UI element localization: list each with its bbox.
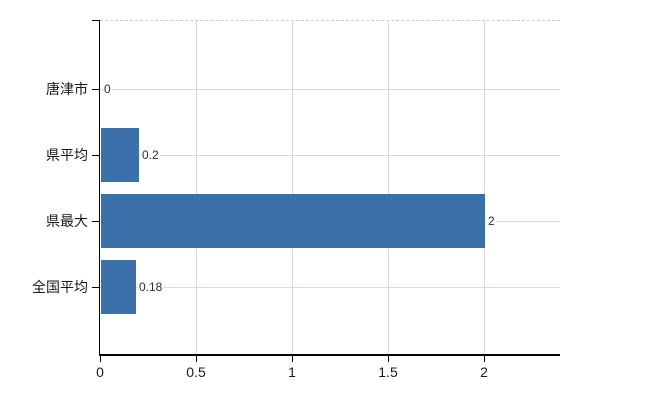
bar xyxy=(101,260,136,314)
x-tick-label: 2 xyxy=(480,364,488,380)
x-axis-tick xyxy=(196,355,197,362)
bar xyxy=(101,128,139,182)
x-axis-tick xyxy=(292,355,293,362)
gridline-vertical xyxy=(484,20,485,354)
gridline-horizontal xyxy=(100,287,560,288)
plot-top-border xyxy=(100,20,560,21)
y-axis-tick xyxy=(92,221,99,222)
bar-value-label: 2 xyxy=(487,214,496,228)
x-axis-tick xyxy=(388,355,389,362)
gridline-horizontal xyxy=(100,155,560,156)
y-axis-tick xyxy=(92,20,99,21)
bar xyxy=(101,194,485,248)
bar-value-label: 0.2 xyxy=(141,148,160,162)
category-label: 県平均 xyxy=(46,147,88,163)
bar-value-label: 0.18 xyxy=(138,280,164,294)
x-tick-label: 1 xyxy=(288,364,296,380)
gridline-vertical xyxy=(388,20,389,354)
x-tick-label: 1.5 xyxy=(378,364,398,380)
category-label: 県最大 xyxy=(46,213,88,229)
x-axis-tick xyxy=(484,355,485,362)
gridline-vertical xyxy=(196,20,197,354)
y-axis-tick xyxy=(92,155,99,156)
gridline-horizontal xyxy=(100,89,560,90)
y-axis-line xyxy=(98,20,100,356)
gridline-vertical xyxy=(292,20,293,354)
category-label: 唐津市 xyxy=(46,81,88,97)
x-tick-label: 0.5 xyxy=(186,364,206,380)
bar-value-label: 0 xyxy=(103,82,112,96)
x-tick-label: 0 xyxy=(96,364,104,380)
x-axis-line xyxy=(98,354,560,356)
y-axis-tick xyxy=(92,89,99,90)
y-axis-tick xyxy=(92,287,99,288)
x-axis-tick xyxy=(100,355,101,362)
category-label: 全国平均 xyxy=(32,279,88,295)
